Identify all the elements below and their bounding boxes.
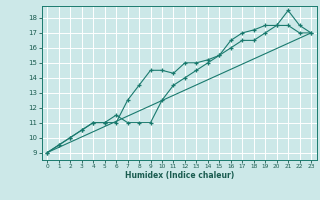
X-axis label: Humidex (Indice chaleur): Humidex (Indice chaleur) — [124, 171, 234, 180]
